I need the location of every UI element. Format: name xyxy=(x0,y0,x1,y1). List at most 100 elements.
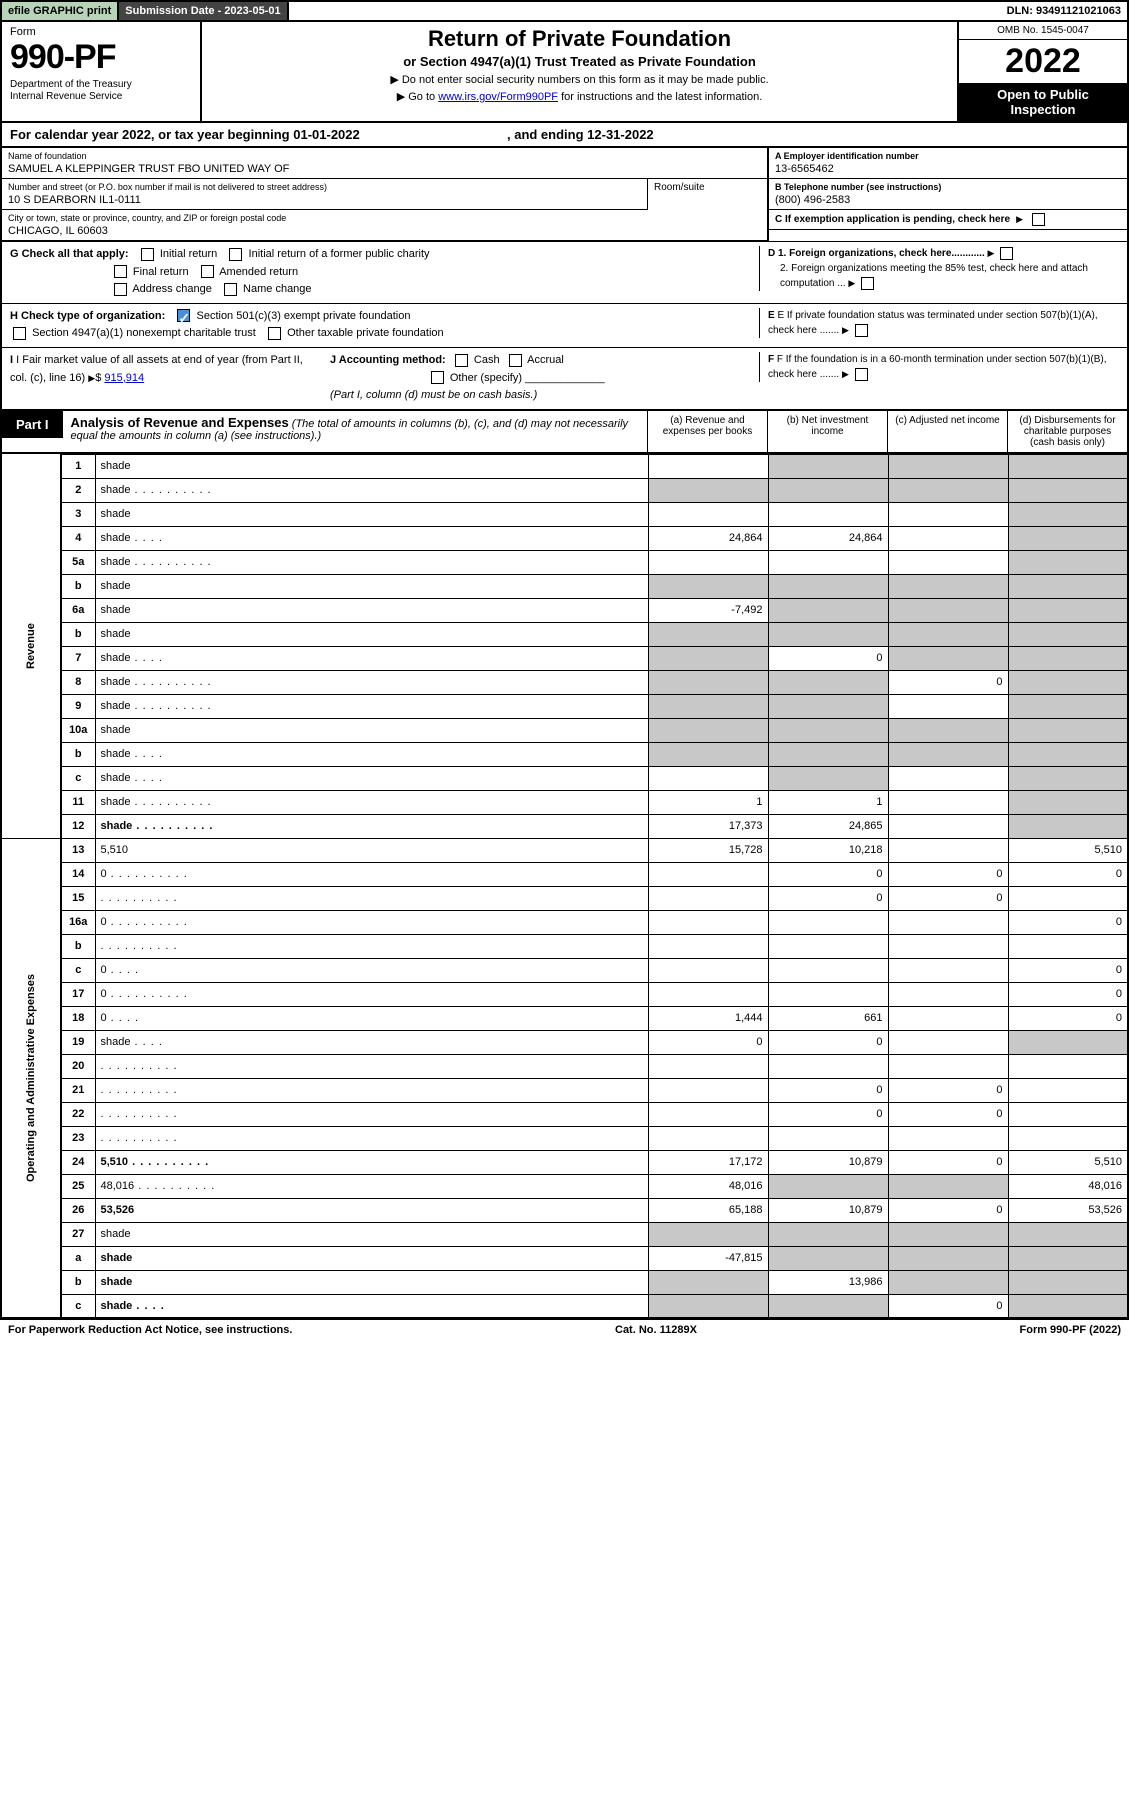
name-change-checkbox[interactable] xyxy=(224,283,237,296)
cat-number: Cat. No. 11289X xyxy=(615,1324,697,1336)
amount-cell-a xyxy=(648,910,768,934)
amount-cell-d xyxy=(1008,934,1128,958)
address-change-checkbox[interactable] xyxy=(114,283,127,296)
line-number: b xyxy=(61,742,95,766)
form-subtitle: or Section 4947(a)(1) Trust Treated as P… xyxy=(210,54,949,69)
line-number: b xyxy=(61,574,95,598)
table-row: ashade-47,815 xyxy=(1,1246,1128,1270)
amount-cell-b xyxy=(768,1126,888,1150)
amended-checkbox[interactable] xyxy=(201,265,214,278)
amount-cell-b xyxy=(768,670,888,694)
other-method-checkbox[interactable] xyxy=(431,371,444,384)
open-public-badge: Open to Public Inspection xyxy=(959,83,1127,121)
line-number: 16a xyxy=(61,910,95,934)
instructions-link[interactable]: www.irs.gov/Form990PF xyxy=(438,91,558,103)
ein-value: 13-6565462 xyxy=(775,163,1121,175)
table-row: cshade xyxy=(1,766,1128,790)
table-row: bshade xyxy=(1,574,1128,598)
line-description: shade xyxy=(95,1246,648,1270)
top-bar: efile GRAPHIC print Submission Date - 20… xyxy=(0,0,1129,22)
table-row: 19shade00 xyxy=(1,1030,1128,1054)
line-description xyxy=(95,1126,648,1150)
amount-cell-a xyxy=(648,1270,768,1294)
table-row: cshade0 xyxy=(1,1294,1128,1318)
amount-cell-d: 0 xyxy=(1008,1006,1128,1030)
amount-cell-c xyxy=(888,814,1008,838)
amount-cell-b: 0 xyxy=(768,862,888,886)
amount-cell-c: 0 xyxy=(888,1078,1008,1102)
amount-cell-a xyxy=(648,982,768,1006)
form-header: Form 990-PF Department of the Treasury I… xyxy=(0,22,1129,123)
d2-label: 2. Foreign organizations meeting the 85%… xyxy=(780,263,1088,289)
line-number: 19 xyxy=(61,1030,95,1054)
amount-cell-b xyxy=(768,622,888,646)
fmv-value[interactable]: 915,914 xyxy=(104,372,144,384)
addr-label: Number and street (or P.O. box number if… xyxy=(8,182,641,192)
amount-cell-b xyxy=(768,766,888,790)
room-suite-label: Room/suite xyxy=(647,179,767,210)
f-checkbox[interactable] xyxy=(855,368,868,381)
table-row: 2100 xyxy=(1,1078,1128,1102)
line-description: 48,016 xyxy=(95,1174,648,1198)
line-number: 3 xyxy=(61,502,95,526)
amount-cell-b xyxy=(768,694,888,718)
amount-cell-d: 5,510 xyxy=(1008,1150,1128,1174)
amount-cell-a xyxy=(648,502,768,526)
amount-cell-a xyxy=(648,1126,768,1150)
exemption-checkbox[interactable] xyxy=(1032,213,1045,226)
amount-cell-d: 0 xyxy=(1008,982,1128,1006)
foreign-org-checkbox[interactable] xyxy=(1000,247,1013,260)
final-return-checkbox[interactable] xyxy=(114,265,127,278)
4947-checkbox[interactable] xyxy=(13,327,26,340)
amount-cell-c xyxy=(888,1174,1008,1198)
amount-cell-a: 1,444 xyxy=(648,1006,768,1030)
amount-cell-d xyxy=(1008,742,1128,766)
other-taxable-checkbox[interactable] xyxy=(268,327,281,340)
entity-info-block: Name of foundation SAMUEL A KLEPPINGER T… xyxy=(0,148,1129,241)
line-number: c xyxy=(61,1294,95,1318)
accrual-checkbox[interactable] xyxy=(509,354,522,367)
amount-cell-c xyxy=(888,766,1008,790)
amount-cell-d xyxy=(1008,502,1128,526)
amount-cell-d xyxy=(1008,454,1128,478)
line-number: 24 xyxy=(61,1150,95,1174)
h-label: H Check type of organization: xyxy=(10,310,165,322)
line-description xyxy=(95,886,648,910)
amount-cell-b xyxy=(768,1174,888,1198)
table-row: 1700 xyxy=(1,982,1128,1006)
amount-cell-b: 10,879 xyxy=(768,1198,888,1222)
g-label: G Check all that apply: xyxy=(10,248,129,260)
501c3-checkbox[interactable] xyxy=(177,309,190,322)
line-number: 13 xyxy=(61,838,95,862)
line-number: 15 xyxy=(61,886,95,910)
amount-cell-c xyxy=(888,502,1008,526)
table-row: 1801,4446610 xyxy=(1,1006,1128,1030)
foreign-85-checkbox[interactable] xyxy=(861,277,874,290)
table-row: 8shade0 xyxy=(1,670,1128,694)
revenue-side-label: Revenue xyxy=(1,454,61,838)
efile-print-button[interactable]: efile GRAPHIC print xyxy=(2,2,119,20)
amount-cell-b: 0 xyxy=(768,646,888,670)
amount-cell-b xyxy=(768,982,888,1006)
amount-cell-a: 1 xyxy=(648,790,768,814)
table-row: 5ashade xyxy=(1,550,1128,574)
line-number: 20 xyxy=(61,1054,95,1078)
amount-cell-c xyxy=(888,1270,1008,1294)
amount-cell-d xyxy=(1008,886,1128,910)
table-row: 1500 xyxy=(1,886,1128,910)
line-description xyxy=(95,1054,648,1078)
amount-cell-a xyxy=(648,454,768,478)
initial-former-checkbox[interactable] xyxy=(229,248,242,261)
omb-number: OMB No. 1545-0047 xyxy=(959,22,1127,40)
amount-cell-d xyxy=(1008,694,1128,718)
amount-cell-b xyxy=(768,1294,888,1318)
amount-cell-d xyxy=(1008,790,1128,814)
initial-return-checkbox[interactable] xyxy=(141,248,154,261)
amount-cell-a xyxy=(648,670,768,694)
amount-cell-c xyxy=(888,1054,1008,1078)
amount-cell-a xyxy=(648,742,768,766)
line-description xyxy=(95,1102,648,1126)
cash-checkbox[interactable] xyxy=(455,354,468,367)
form-ref: Form 990-PF (2022) xyxy=(1020,1324,1121,1336)
e-checkbox[interactable] xyxy=(855,324,868,337)
